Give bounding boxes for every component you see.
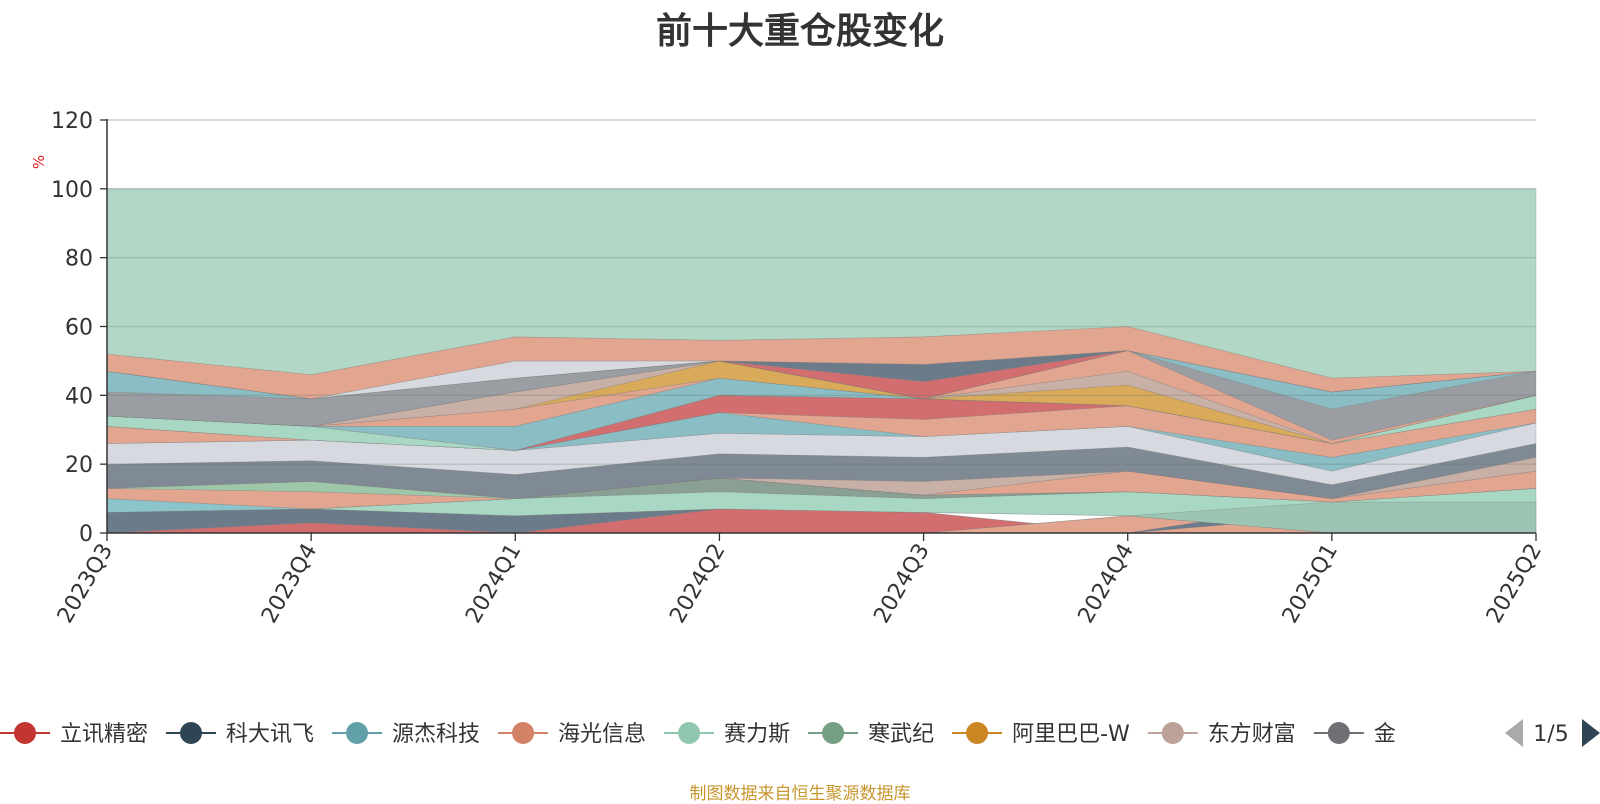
legend-item[interactable]: 金 — [1313, 722, 1396, 747]
area-band-29 — [106, 188, 1537, 379]
legend-marker-icon — [14, 722, 36, 744]
y-tick-label: 100 — [51, 178, 93, 203]
x-tick-label: 2024Q4 — [1074, 540, 1139, 628]
y-tick-label: 0 — [79, 522, 93, 547]
legend-item[interactable]: 赛力斯 — [664, 722, 790, 747]
legend-marker-icon — [966, 722, 989, 744]
legend-marker-icon — [346, 722, 369, 744]
legend-page-indicator: 1/5 — [1533, 722, 1568, 747]
legend-item[interactable]: 海光信息 — [498, 722, 646, 747]
legend-marker-icon — [180, 722, 203, 744]
data-source-note: 制图数据来自恒生聚源数据库 — [689, 784, 911, 804]
legend-marker-icon — [1161, 722, 1184, 744]
area-band-12 — [106, 443, 1537, 499]
legend-item[interactable]: 阿里巴巴-W — [952, 722, 1130, 747]
y-tick-label: 80 — [65, 247, 93, 272]
legend-label: 海光信息 — [558, 722, 646, 747]
legend-item[interactable]: 科大讯飞 — [166, 722, 314, 747]
legend-marker-icon — [1327, 722, 1350, 744]
x-tick-label: 2024Q1 — [461, 540, 526, 628]
legend-item[interactable]: 寒武纪 — [808, 722, 934, 747]
legend-marker-icon — [678, 722, 701, 744]
x-tick-label: 2023Q3 — [53, 540, 118, 628]
legend-items: 立讯精密 科大讯飞 源杰科技 海光信息 赛力斯 寒武纪 阿里巴巴-W 东方财富 金 — [0, 722, 1396, 747]
legend-label: 立讯精密 — [60, 722, 148, 747]
legend-label: 源杰科技 — [392, 722, 480, 747]
x-tick-label: 2024Q3 — [869, 540, 934, 628]
legend-label: 寒武纪 — [868, 722, 934, 747]
legend-prev-page-icon[interactable] — [1505, 719, 1523, 747]
area-band-28 — [106, 326, 1537, 400]
y-tick-label: 60 — [65, 316, 93, 341]
legend-label: 东方财富 — [1208, 722, 1296, 747]
y-axis-unit-label: % — [30, 155, 48, 169]
legend-item[interactable]: 东方财富 — [1147, 722, 1296, 747]
legend-item[interactable]: 源杰科技 — [332, 722, 480, 747]
legend-label: 金 — [1374, 722, 1396, 747]
legend-label: 科大讯飞 — [226, 722, 314, 747]
y-tick-label: 40 — [65, 384, 93, 409]
x-tick-label: 2023Q4 — [257, 540, 322, 628]
legend-item[interactable]: 立讯精密 — [0, 722, 148, 747]
legend-label: 赛力斯 — [724, 722, 790, 747]
chart-title: 前十大重仓股变化 — [655, 11, 944, 52]
y-tick-label: 120 — [51, 109, 93, 134]
y-tick-label: 20 — [65, 453, 93, 478]
area-bands — [106, 188, 1537, 534]
legend-marker-icon — [512, 722, 535, 744]
legend-marker-icon — [822, 722, 845, 744]
legend-next-page-icon[interactable] — [1582, 719, 1600, 747]
x-tick-label: 2024Q2 — [665, 540, 730, 628]
x-tick-label: 2025Q2 — [1482, 540, 1547, 628]
legend-label: 阿里巴巴-W — [1012, 722, 1130, 747]
x-tick-label: 2025Q1 — [1278, 540, 1343, 628]
legend: 立讯精密 科大讯飞 源杰科技 海光信息 赛力斯 寒武纪 阿里巴巴-W 东方财富 金 1/5 — [0, 719, 1600, 747]
grid-lines — [107, 119, 1536, 465]
